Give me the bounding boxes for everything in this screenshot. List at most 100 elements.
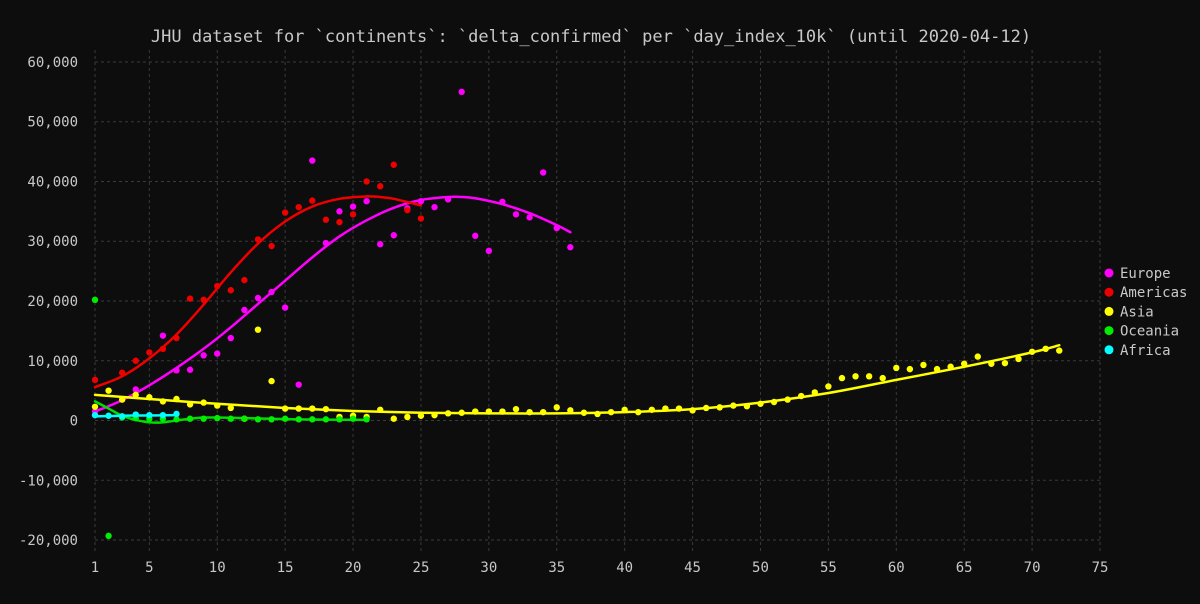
data-point-asia bbox=[309, 405, 316, 412]
data-point-americas bbox=[404, 206, 411, 214]
data-point-oceania bbox=[105, 532, 112, 540]
data-point-oceania bbox=[363, 416, 370, 423]
data-point-oceania bbox=[186, 415, 194, 422]
data-point-americas bbox=[336, 218, 343, 226]
legend-label-asia: Asia bbox=[1120, 304, 1154, 320]
x-tick-label: 35 bbox=[548, 560, 565, 576]
x-tick-label: 20 bbox=[345, 560, 362, 576]
data-point-americas bbox=[132, 357, 139, 364]
data-point-asia bbox=[186, 401, 194, 408]
data-point-asia bbox=[417, 412, 425, 419]
data-point-oceania bbox=[200, 415, 207, 422]
y-tick-label: 60,000 bbox=[27, 55, 78, 71]
data-point-europe bbox=[526, 214, 533, 221]
data-point-europe bbox=[512, 211, 520, 218]
x-tick-label: 45 bbox=[684, 560, 701, 576]
data-point-asia bbox=[390, 415, 397, 422]
data-point-asia bbox=[322, 405, 330, 413]
data-point-asia bbox=[539, 408, 547, 416]
data-point-americas bbox=[91, 376, 99, 384]
data-point-asia bbox=[268, 377, 275, 385]
data-point-asia bbox=[662, 405, 669, 412]
data-point-americas bbox=[322, 216, 330, 223]
data-point-europe bbox=[539, 169, 547, 176]
data-point-asia bbox=[567, 407, 574, 414]
data-point-americas bbox=[390, 161, 397, 168]
data-point-europe bbox=[186, 366, 194, 373]
data-point-asia bbox=[214, 402, 221, 409]
data-point-europe bbox=[499, 198, 506, 205]
data-point-europe bbox=[227, 334, 235, 342]
data-point-oceania bbox=[349, 415, 357, 422]
data-point-asia bbox=[947, 363, 954, 370]
data-point-oceania bbox=[227, 415, 235, 422]
data-point-americas bbox=[118, 369, 126, 376]
data-point-europe bbox=[349, 203, 357, 210]
data-point-asia bbox=[118, 396, 126, 403]
data-point-europe bbox=[485, 247, 493, 254]
data-point-asia bbox=[512, 405, 520, 413]
data-point-asia bbox=[702, 404, 710, 412]
data-point-oceania bbox=[322, 416, 330, 423]
data-point-asia bbox=[580, 409, 588, 416]
data-point-europe bbox=[173, 367, 180, 374]
data-point-europe bbox=[309, 157, 316, 164]
data-point-asia bbox=[743, 402, 751, 410]
data-point-asia bbox=[472, 408, 479, 415]
data-point-asia bbox=[458, 409, 465, 416]
data-point-europe bbox=[363, 197, 370, 205]
data-point-americas bbox=[146, 349, 153, 356]
y-tick-label: 20,000 bbox=[27, 294, 78, 310]
data-point-asia bbox=[893, 364, 900, 372]
y-tick-label: 40,000 bbox=[27, 174, 78, 190]
data-point-asia bbox=[1015, 355, 1022, 363]
data-point-asia bbox=[377, 406, 384, 413]
data-point-asia bbox=[132, 391, 139, 399]
data-point-europe bbox=[444, 196, 452, 203]
data-point-asia bbox=[635, 408, 642, 416]
legend-label-americas: Americas bbox=[1120, 285, 1187, 301]
data-point-asia bbox=[879, 374, 886, 382]
data-point-asia bbox=[404, 413, 411, 421]
data-point-asia bbox=[91, 403, 99, 410]
data-point-asia bbox=[811, 389, 818, 396]
data-point-europe bbox=[336, 208, 343, 215]
data-point-asia bbox=[444, 410, 452, 417]
y-tick-label: 0 bbox=[70, 414, 78, 430]
legend-label-oceania: Oceania bbox=[1120, 324, 1179, 340]
data-point-asia bbox=[1042, 345, 1049, 353]
series-group bbox=[91, 88, 1063, 540]
data-point-asia bbox=[173, 395, 180, 403]
data-point-asia bbox=[254, 326, 262, 333]
y-tick-label: -20,000 bbox=[19, 533, 78, 549]
data-point-asia bbox=[146, 394, 153, 401]
data-point-asia bbox=[648, 406, 656, 413]
x-tick-label: 5 bbox=[145, 560, 153, 576]
trend-line-asia bbox=[93, 343, 1061, 415]
y-tick-label: 50,000 bbox=[27, 115, 78, 131]
data-point-americas bbox=[227, 287, 235, 294]
data-point-oceania bbox=[241, 415, 248, 422]
data-point-africa bbox=[159, 411, 167, 419]
data-point-asia bbox=[227, 404, 235, 412]
data-point-americas bbox=[377, 183, 384, 190]
data-point-europe bbox=[390, 232, 397, 239]
data-point-asia bbox=[988, 360, 995, 367]
x-tick-label: 70 bbox=[1024, 560, 1041, 576]
data-point-europe bbox=[431, 203, 438, 211]
legend-marker-asia bbox=[1104, 306, 1114, 316]
data-point-asia bbox=[933, 365, 941, 373]
data-point-oceania bbox=[309, 416, 316, 423]
data-point-europe bbox=[553, 224, 560, 232]
x-tick-label: 15 bbox=[277, 560, 294, 576]
data-point-africa bbox=[91, 411, 99, 419]
legend-marker-oceania bbox=[1104, 326, 1114, 336]
data-point-americas bbox=[363, 178, 370, 185]
axis-labels: 1 5 10 15 20 25 30 35 40 45 50 55 60 65 70 75-20,000-10… bbox=[19, 55, 1108, 576]
data-point-americas bbox=[268, 242, 275, 250]
data-point-asia bbox=[621, 406, 628, 413]
data-point-asia bbox=[1056, 347, 1063, 354]
x-tick-label: 55 bbox=[820, 560, 837, 576]
data-point-americas bbox=[281, 209, 289, 216]
